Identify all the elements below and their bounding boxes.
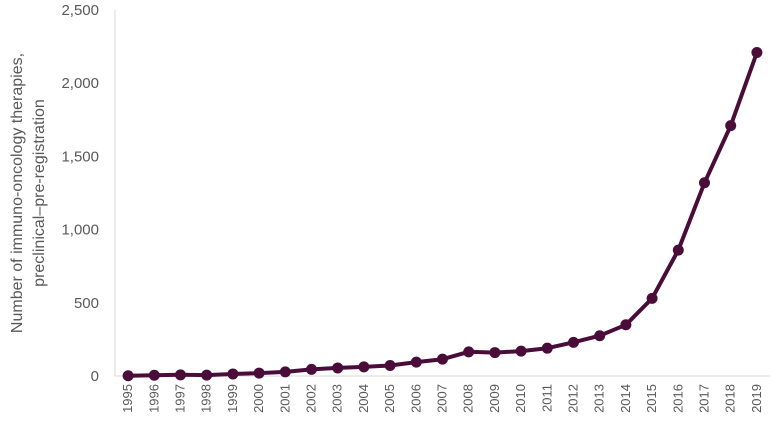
x-tick-label: 2005 <box>382 384 397 413</box>
data-point <box>306 363 317 375</box>
data-point <box>515 345 527 357</box>
y-tick-label: 2,000 <box>61 75 99 92</box>
data-point <box>279 366 291 378</box>
data-point <box>646 292 658 304</box>
x-tick-label: 2014 <box>618 384 633 413</box>
series-points <box>122 46 763 382</box>
data-point <box>148 369 160 381</box>
x-tick-label: 1995 <box>120 384 135 413</box>
x-tick-label: 2009 <box>487 384 502 413</box>
x-tick-label: 1998 <box>199 384 214 413</box>
data-point <box>358 361 370 373</box>
x-axis-ticks: 1995 1996 1997 1998 1999 2000 2001 2002 2003 2004… <box>120 384 764 413</box>
y-tick-label: 1,000 <box>61 222 99 239</box>
data-point <box>227 368 239 380</box>
data-point <box>332 362 344 374</box>
x-tick-label: 1997 <box>173 384 188 413</box>
data-point <box>489 347 501 359</box>
y-axis-label-line: Number of immuno-oncology therapies, <box>9 53 26 333</box>
data-point <box>175 369 186 381</box>
data-point <box>699 177 710 189</box>
data-point <box>725 120 737 132</box>
x-tick-label: 1999 <box>225 384 240 413</box>
x-tick-label: 2004 <box>356 384 371 413</box>
data-point <box>751 46 763 58</box>
data-point <box>201 369 213 381</box>
y-axis-label: Number of immuno-oncology therapies, prec… <box>9 53 48 333</box>
y-tick-label: 2,500 <box>61 2 99 19</box>
data-point <box>253 367 265 379</box>
data-point <box>437 353 448 365</box>
x-tick-label: 2002 <box>304 384 319 413</box>
y-axis-label-line: preclinical–pre-registration <box>31 99 48 287</box>
x-tick-label: 2010 <box>513 384 528 413</box>
data-point <box>620 319 632 331</box>
y-axis-ticks: 0 500 1,000 1,500 2,000 2,500 <box>61 2 99 385</box>
x-tick-label: 2001 <box>277 384 292 413</box>
data-point <box>463 346 475 358</box>
x-tick-label: 2007 <box>435 384 450 413</box>
x-tick-label: 2013 <box>592 384 607 413</box>
y-tick-label: 500 <box>74 295 99 312</box>
x-tick-label: 1996 <box>146 384 161 413</box>
data-point <box>410 356 422 368</box>
x-tick-label: 2011 <box>539 384 554 412</box>
x-tick-label: 2000 <box>251 384 266 413</box>
data-point <box>384 359 396 371</box>
x-tick-label: 2006 <box>408 384 423 413</box>
data-point <box>541 342 553 354</box>
series-line <box>126 50 759 378</box>
data-point <box>594 330 606 342</box>
data-point <box>568 336 579 348</box>
x-tick-label: 2019 <box>749 384 764 413</box>
x-tick-label: 2015 <box>644 384 659 413</box>
data-point <box>122 370 134 382</box>
x-tick-label: 2003 <box>330 384 345 413</box>
x-tick-label: 2012 <box>566 384 581 413</box>
data-point <box>672 244 684 256</box>
y-tick-label: 0 <box>91 368 99 385</box>
x-tick-label: 2018 <box>723 384 738 413</box>
y-tick-label: 1,500 <box>61 148 99 165</box>
x-tick-label: 2016 <box>670 384 685 413</box>
x-tick-label: 2008 <box>461 384 476 413</box>
x-tick-label: 2017 <box>697 384 712 413</box>
